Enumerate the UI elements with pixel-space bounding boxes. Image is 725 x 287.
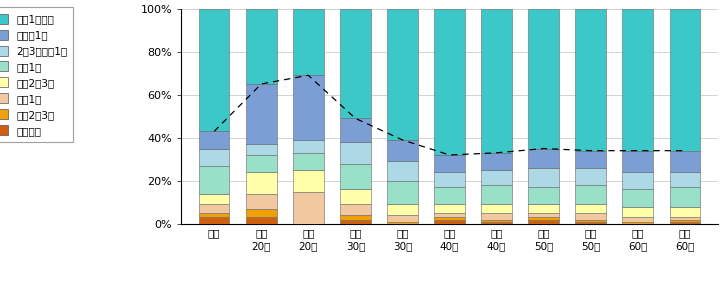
Bar — [669, 9, 700, 151]
Bar — [669, 222, 700, 224]
Bar — [434, 218, 465, 220]
Bar — [340, 142, 370, 164]
Bar — [481, 213, 512, 220]
Bar — [529, 218, 559, 220]
Bar — [529, 220, 559, 224]
Bar — [669, 207, 700, 218]
Bar — [199, 149, 230, 166]
Bar — [623, 189, 653, 207]
Bar — [669, 218, 700, 220]
Legend: 年に1回以下, 半年に1回, 2～3カ月に1回, 月に1回, 月に2～3回, 週に1回, 週に2～3回, ほぼ毎日: 年に1回以下, 半年に1回, 2～3カ月に1回, 月に1回, 月に2～3回, 週… — [0, 7, 73, 142]
Bar — [669, 220, 700, 222]
Bar — [434, 187, 465, 204]
Bar — [576, 9, 606, 151]
Bar — [340, 189, 370, 204]
Bar — [623, 207, 653, 218]
Bar — [387, 161, 418, 181]
Bar — [623, 222, 653, 224]
Bar — [481, 185, 512, 204]
Bar — [434, 172, 465, 187]
Bar — [293, 75, 323, 140]
Bar — [246, 172, 276, 194]
Bar — [529, 213, 559, 218]
Bar — [340, 164, 370, 189]
Bar — [246, 194, 276, 209]
Bar — [199, 218, 230, 224]
Bar — [481, 220, 512, 222]
Bar — [246, 218, 276, 224]
Bar — [529, 187, 559, 204]
Bar — [387, 222, 418, 224]
Bar — [199, 9, 230, 131]
Bar — [623, 218, 653, 222]
Bar — [576, 185, 606, 204]
Bar — [623, 172, 653, 189]
Bar — [387, 9, 418, 140]
Bar — [387, 181, 418, 204]
Bar — [246, 155, 276, 172]
Bar — [246, 84, 276, 144]
Bar — [529, 149, 559, 168]
Bar — [340, 215, 370, 220]
Bar — [246, 9, 276, 84]
Bar — [669, 151, 700, 172]
Bar — [199, 204, 230, 213]
Bar — [576, 168, 606, 185]
Bar — [293, 153, 323, 170]
Bar — [576, 151, 606, 168]
Bar — [576, 222, 606, 224]
Bar — [199, 166, 230, 194]
Bar — [434, 155, 465, 172]
Bar — [529, 9, 559, 149]
Bar — [387, 215, 418, 222]
Bar — [576, 204, 606, 213]
Bar — [529, 204, 559, 213]
Bar — [434, 204, 465, 213]
Bar — [293, 9, 323, 75]
Bar — [387, 140, 418, 161]
Bar — [481, 204, 512, 213]
Bar — [623, 9, 653, 151]
Bar — [529, 168, 559, 187]
Bar — [434, 220, 465, 224]
Bar — [340, 9, 370, 119]
Bar — [293, 192, 323, 224]
Bar — [669, 187, 700, 207]
Bar — [387, 204, 418, 215]
Bar — [340, 204, 370, 215]
Bar — [199, 194, 230, 204]
Bar — [576, 213, 606, 220]
Bar — [246, 209, 276, 218]
Bar — [199, 131, 230, 149]
Bar — [434, 9, 465, 155]
Bar — [669, 172, 700, 187]
Bar — [481, 9, 512, 153]
Bar — [481, 153, 512, 170]
Bar — [576, 220, 606, 222]
Bar — [293, 170, 323, 192]
Bar — [434, 213, 465, 218]
Bar — [340, 119, 370, 142]
Bar — [199, 213, 230, 218]
Bar — [246, 144, 276, 155]
Bar — [293, 140, 323, 153]
Bar — [481, 222, 512, 224]
Bar — [340, 220, 370, 224]
Bar — [623, 151, 653, 172]
Bar — [481, 170, 512, 185]
